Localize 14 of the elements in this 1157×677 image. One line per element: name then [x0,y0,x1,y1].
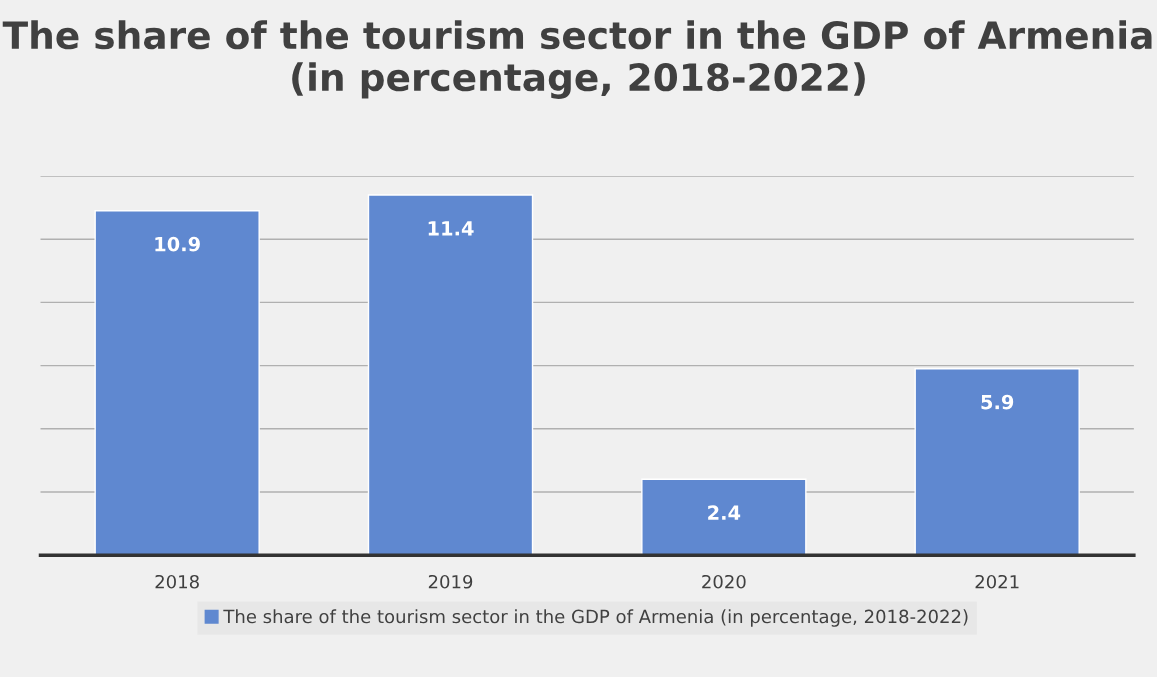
bar [914,368,1080,556]
bar [641,478,807,556]
legend-label: The share of the tourism sector in the GDP of Armenia (in percentage, 2018-2022) [223,609,968,627]
x-tick-label: 2019 [428,574,473,589]
data-label: 11.4 [428,221,474,236]
x-tick-label: 2018 [155,574,199,589]
data-label: 5.9 [981,394,1014,410]
bar [367,194,534,556]
bar [94,210,260,556]
data-label: 10.9 [155,236,200,252]
x-tick-label: 2021 [975,574,1019,589]
chart-title: The share of the tourism sector in the GDP of Armenia (in percentage, 2018-2022) [2,20,1152,99]
x-tick-label: 2020 [702,574,746,589]
data-label: 2.4 [708,505,741,520]
